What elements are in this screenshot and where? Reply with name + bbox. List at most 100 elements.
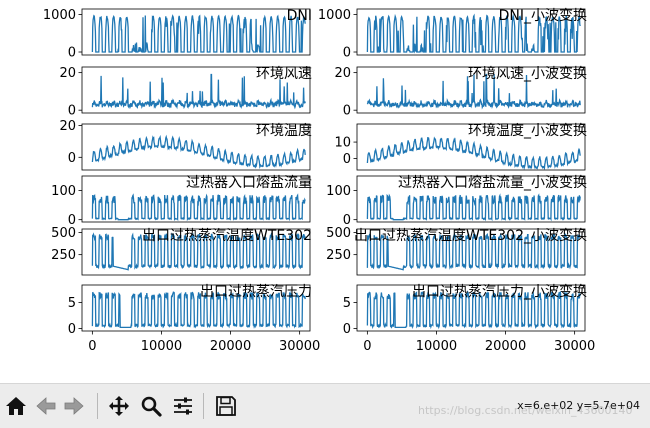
home-button[interactable]	[4, 394, 28, 418]
subplot-7: 0 100 过热器入口熔盐流量	[51, 175, 312, 228]
x-tick-label: 10000	[141, 339, 182, 354]
series-line	[366, 136, 581, 171]
subplot-9: 250 500 出口过热蒸汽温度WTE302	[51, 226, 312, 276]
axes-frame	[356, 175, 586, 223]
back-button[interactable]	[34, 394, 58, 418]
series-line	[366, 73, 581, 110]
y-tick-label: 500	[326, 226, 351, 241]
y-tick-label: 0	[68, 151, 76, 166]
arrow-right-icon	[64, 397, 84, 415]
y-tick-label: 500	[51, 226, 76, 241]
axes-frame	[356, 8, 586, 56]
axes-frame	[81, 284, 311, 332]
series-line	[91, 73, 306, 110]
y-tick-label: 20	[334, 66, 351, 81]
navigation-toolbar: https://blog.csdn.net/weixin_43600140 x=…	[0, 383, 650, 428]
move-icon	[109, 396, 129, 416]
axes-frame	[356, 123, 586, 171]
subplot-title: 出口过热蒸汽温度WTE302	[142, 228, 312, 244]
toolbar-separator	[203, 393, 204, 419]
y-tick-label: 0	[343, 46, 351, 61]
y-tick-label: 100	[51, 184, 76, 199]
y-tick-label: 250	[51, 248, 76, 263]
series-line	[366, 193, 581, 222]
axes-frame	[356, 284, 586, 332]
y-tick-label: 0	[343, 322, 351, 337]
x-tick-label: 30000	[279, 339, 320, 354]
y-tick-label: 5	[343, 296, 351, 311]
series-line	[366, 231, 581, 271]
subplot-4: 0 20 环境风速_小波变换	[334, 65, 587, 119]
axes-frame	[81, 228, 311, 276]
axes-frame	[81, 66, 311, 114]
subplot-title: 出口过热蒸汽压力_小波变换	[412, 283, 587, 300]
subplot-title: DNI	[287, 8, 312, 24]
y-tick-label: 20	[59, 66, 76, 81]
pan-button[interactable]	[107, 394, 131, 418]
subplot-title: 出口过热蒸汽温度WTE302_小波变换	[354, 227, 587, 244]
series-line	[366, 290, 581, 330]
subplot-title: 环境温度_小波变换	[468, 122, 587, 139]
axes-frame	[356, 228, 586, 276]
series-line	[91, 193, 306, 222]
subplot-2: 0 1000 DNI_小波变换	[318, 7, 587, 61]
y-tick-label: 0	[68, 322, 76, 337]
sliders-icon	[174, 397, 192, 415]
home-icon	[6, 397, 26, 415]
subplot-3: 0 20 环境风速	[59, 66, 312, 119]
y-tick-label: 0	[68, 46, 76, 61]
subplot-title: 环境温度	[256, 123, 312, 139]
x-tick-label: 20000	[485, 339, 526, 354]
subplot-11: 0 5 0 10000 20000 30000 出口过热蒸汽压力	[68, 284, 321, 354]
y-tick-label: 20	[59, 119, 76, 134]
y-tick-label: 1000	[43, 8, 76, 23]
axes-frame	[81, 8, 311, 56]
y-tick-label: 5	[68, 296, 76, 311]
series-line	[91, 134, 306, 169]
series-line	[91, 232, 306, 271]
subplot-title: 出口过热蒸汽压力	[200, 284, 312, 300]
subplot-6: 010 环境温度_小波变换	[334, 122, 587, 171]
y-tick-label: 0	[68, 213, 76, 228]
cursor-coordinates: x=6.e+02 y=5.7e+04	[517, 399, 640, 412]
y-tick-label: 250	[326, 248, 351, 263]
zoom-button[interactable]	[139, 394, 163, 418]
arrow-left-icon	[36, 397, 56, 415]
watermark-text: https://blog.csdn.net/weixin_43600140	[418, 404, 633, 417]
y-tick-label: 0	[68, 104, 76, 119]
y-tick-label: 0	[343, 213, 351, 228]
y-tick-label: 10	[334, 136, 351, 151]
series-line	[91, 14, 306, 53]
x-tick-label: 0	[363, 339, 371, 354]
subplot-title: 过热器入口熔盐流量_小波变换	[398, 174, 587, 191]
forward-button[interactable]	[62, 394, 86, 418]
y-tick-label: 0	[343, 152, 351, 167]
toolbar-separator	[97, 393, 98, 419]
y-tick-label: 0	[343, 104, 351, 119]
subplot-title: DNI_小波变换	[499, 7, 587, 24]
magnifier-icon	[141, 396, 162, 417]
subplot-12: 0 5 0 10000 20000 30000 出口过热蒸汽压力_小波变换	[343, 283, 596, 354]
series-line	[91, 291, 306, 329]
subplot-10: 250 500 出口过热蒸汽温度WTE302_小波变换	[326, 226, 587, 276]
series-line	[366, 13, 581, 54]
axes-frame	[81, 175, 311, 223]
x-tick-label: 10000	[416, 339, 457, 354]
subplot-1: 0 1000 DNI	[43, 8, 312, 61]
save-button[interactable]	[214, 394, 238, 418]
y-tick-label: 100	[326, 184, 351, 199]
subplot-title: 环境风速	[256, 66, 312, 82]
axes-frame	[356, 66, 586, 114]
subplot-title: 环境风速_小波变换	[468, 65, 587, 82]
subplot-8: 0 100 过热器入口熔盐流量_小波变换	[326, 174, 587, 228]
subplot-5: 0 20 环境温度	[59, 119, 312, 171]
y-tick-label: 1000	[318, 8, 351, 23]
floppy-disk-icon	[216, 396, 236, 416]
axes-frame	[81, 123, 311, 171]
x-tick-label: 0	[88, 339, 96, 354]
x-tick-label: 30000	[554, 339, 595, 354]
subplot-title: 过热器入口熔盐流量	[186, 175, 312, 191]
x-tick-label: 20000	[210, 339, 251, 354]
configure-subplots-button[interactable]	[171, 394, 195, 418]
